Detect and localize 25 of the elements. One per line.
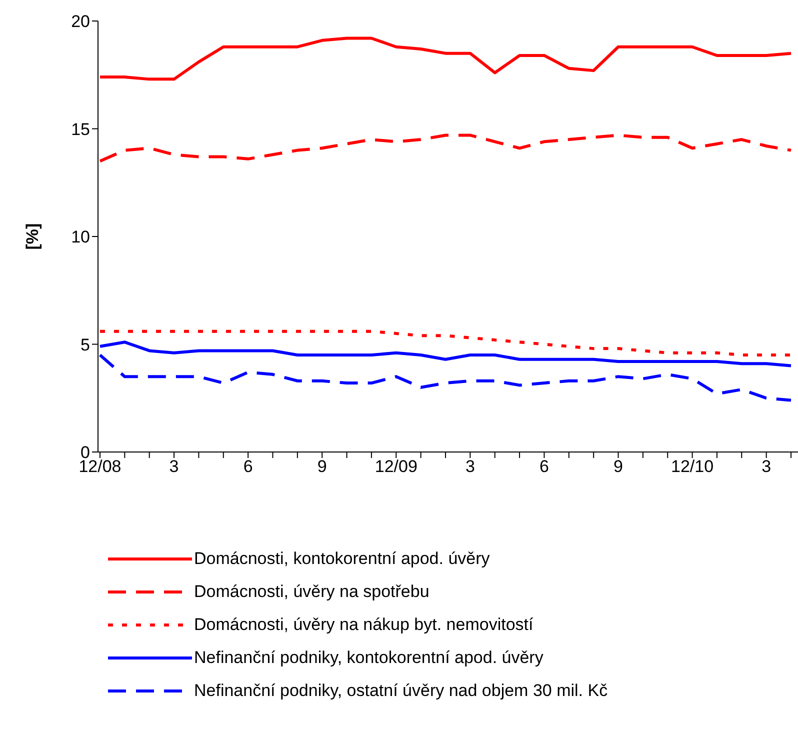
line-series <box>98 36 792 81</box>
line-series <box>98 330 792 357</box>
line-series <box>98 340 792 368</box>
x-tick-label: 3 <box>169 457 179 476</box>
x-tick-label: 6 <box>243 457 253 476</box>
y-tick-label: 15 <box>71 120 90 139</box>
legend-label: Nefinanční podniky, ostatní úvěry nad objem 30 mil. Kč <box>194 680 608 700</box>
x-tick-label: 12/10 <box>671 457 714 476</box>
x-tick-label: 3 <box>465 457 475 476</box>
legend-label: Domácnosti, úvěry na nákup byt. nemovitostí <box>194 614 534 634</box>
x-tick-label: 9 <box>614 457 623 476</box>
legend-label: Domácnosti, úvěry na spotřebu <box>194 582 430 602</box>
x-tick-label: 3 <box>762 457 772 476</box>
legend-label: Domácnosti, kontokorentní apod. úvěry <box>194 548 490 568</box>
y-tick-label: 10 <box>71 228 90 247</box>
line-series <box>98 354 792 402</box>
line-series <box>98 134 792 163</box>
legend-label: Nefinanční podniky, kontokorentní apod. úvěry <box>194 648 544 668</box>
x-tick-label: 12/08 <box>78 457 122 476</box>
y-tick-label: 5 <box>80 335 90 354</box>
x-tick-label: 6 <box>539 457 549 476</box>
x-tick-label: 12/09 <box>374 457 418 476</box>
y-tick-label: 20 <box>71 12 90 32</box>
y-axis-title: [%] <box>23 223 42 250</box>
x-tick-label: 9 <box>317 457 327 476</box>
